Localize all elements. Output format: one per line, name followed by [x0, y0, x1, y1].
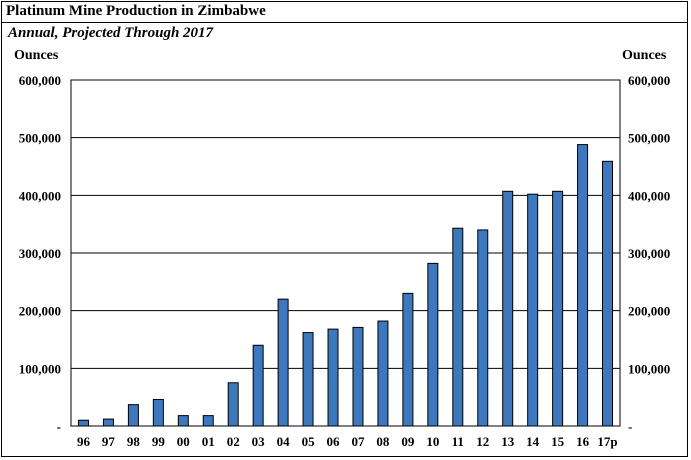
x-tick-label: 02 [227, 434, 240, 449]
x-tick-label: 10 [426, 434, 439, 449]
x-tick-label: 04 [277, 434, 291, 449]
bar-97 [102, 418, 114, 427]
chart-title: Platinum Mine Production in Zimbabwe [6, 3, 266, 19]
x-tick-label: 99 [152, 434, 166, 449]
bar-03 [252, 344, 264, 427]
x-tick-label: 05 [302, 434, 316, 449]
y-tick-label-right: - [628, 419, 632, 434]
bar-16 [577, 144, 589, 427]
x-tick-label: 96 [77, 434, 91, 449]
x-tick-label: 14 [526, 434, 540, 449]
y-tick-label-left: 600,000 [19, 73, 61, 88]
x-tick-label: 98 [127, 434, 141, 449]
y-tick-label-left: 500,000 [19, 131, 61, 146]
x-tick-label: 13 [501, 434, 515, 449]
bar-04 [277, 298, 289, 427]
x-tick-label: 09 [401, 434, 415, 449]
bar-00 [177, 415, 189, 427]
bar-06 [327, 328, 339, 427]
x-tick-label: 07 [351, 434, 365, 449]
x-tick-label: 15 [551, 434, 565, 449]
y-tick-label-right: 500,000 [628, 131, 670, 146]
y-axis-label-right: Ounces [622, 48, 667, 63]
y-axis-label-left: Ounces [14, 48, 59, 63]
bar-01 [202, 415, 214, 427]
y-tick-label-left: 200,000 [19, 304, 61, 319]
bar-99 [152, 398, 164, 427]
bar-02 [227, 382, 239, 427]
x-tick-label: 11 [452, 434, 464, 449]
bar-08 [377, 320, 389, 427]
title-divider [1, 22, 688, 23]
bar-13 [502, 190, 514, 427]
bar-05 [302, 332, 314, 427]
y-tick-label-left: - [57, 419, 61, 434]
y-tick-label-right: 300,000 [628, 246, 670, 261]
bar-11 [452, 227, 464, 427]
x-tick-label: 06 [327, 434, 341, 449]
x-tick-label: 12 [476, 434, 489, 449]
bar-17p [602, 160, 614, 427]
x-tick-label: 16 [576, 434, 590, 449]
x-tick-label: 01 [202, 434, 215, 449]
bar-15 [552, 190, 564, 427]
y-tick-label-right: 600,000 [628, 73, 670, 88]
y-tick-label-right: 200,000 [628, 304, 670, 319]
y-tick-label-left: 300,000 [19, 246, 61, 261]
x-tick-label: 08 [376, 434, 390, 449]
bar-07 [352, 326, 364, 427]
y-tick-label-right: 400,000 [628, 188, 670, 203]
bar-96 [77, 419, 89, 427]
bar-14 [527, 193, 539, 427]
x-tick-label: 03 [252, 434, 266, 449]
bar-09 [402, 292, 414, 427]
y-tick-label-left: 100,000 [19, 361, 61, 376]
x-tick-label: 17p [597, 434, 617, 449]
y-tick-label-left: 400,000 [19, 188, 61, 203]
y-tick-label-right: 100,000 [628, 361, 670, 376]
chart-subtitle: Annual, Projected Through 2017 [8, 25, 214, 41]
bar-98 [127, 404, 139, 427]
x-tick-label: 97 [102, 434, 116, 449]
plot-area [70, 79, 621, 427]
bar-10 [427, 262, 439, 427]
x-tick-label: 00 [177, 434, 190, 449]
bar-12 [477, 229, 489, 427]
